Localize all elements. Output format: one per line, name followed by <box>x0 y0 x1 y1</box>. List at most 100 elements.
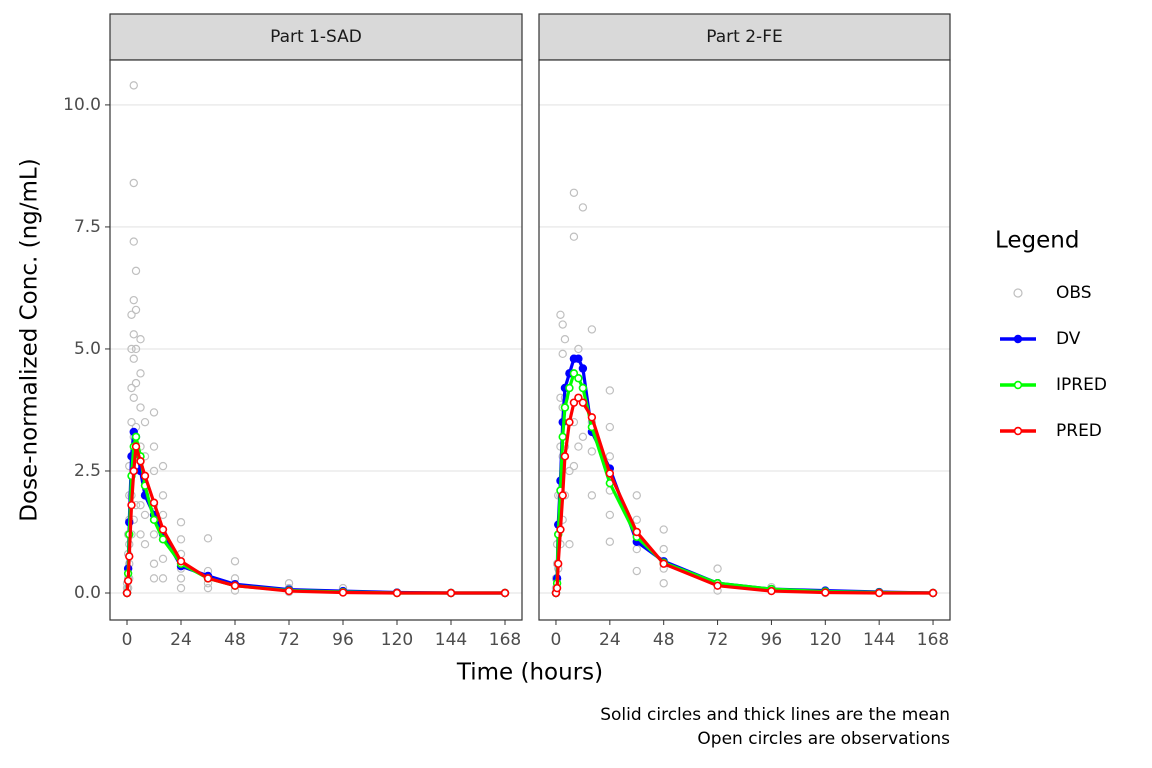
observation-point <box>565 466 574 476</box>
x-tick-label: 0 <box>551 630 562 650</box>
mean-point <box>578 398 588 407</box>
observation-point <box>149 466 159 476</box>
observation-point <box>230 557 240 566</box>
observation-point <box>605 452 615 461</box>
observation-point <box>136 334 145 344</box>
mean-point <box>632 527 641 537</box>
observation-point <box>203 534 213 543</box>
observation-point <box>129 295 138 305</box>
observation-point <box>129 237 138 246</box>
x-tick-label: 144 <box>435 630 467 650</box>
x-tick-label: 48 <box>224 630 246 650</box>
observation-point <box>158 554 168 564</box>
x-tick-label: 120 <box>809 630 841 650</box>
mean-point <box>574 374 583 383</box>
observation-point <box>587 447 597 456</box>
x-tick-label: 144 <box>863 630 895 650</box>
observation-point <box>129 354 138 363</box>
observation-point <box>129 330 138 339</box>
mean-point <box>574 393 583 402</box>
mean-point <box>122 588 132 598</box>
x-tick-label: 24 <box>599 630 621 650</box>
y-axis-title: Dose-normalized Conc. (ng/mL) <box>17 158 43 521</box>
mean-point <box>587 413 597 422</box>
mean-point <box>203 574 213 583</box>
y-tick-label: 5.0 <box>74 339 101 359</box>
observation-point <box>136 500 145 510</box>
mean-point <box>149 498 159 507</box>
y-tick-label: 0.0 <box>74 583 101 603</box>
x-tick-label: 72 <box>278 630 300 650</box>
strip <box>109 13 523 61</box>
observation-point <box>605 386 615 395</box>
observation-point <box>127 310 136 319</box>
mean-point <box>554 559 563 568</box>
panel-border <box>109 59 523 621</box>
mean-point <box>558 432 567 442</box>
observation-point <box>158 491 168 500</box>
caption: Solid circles and thick lines are the me… <box>600 705 950 725</box>
observation-point <box>129 81 138 90</box>
mean-point <box>558 491 567 500</box>
strip <box>538 13 951 61</box>
mean-point <box>131 442 141 451</box>
observation-point <box>140 417 150 427</box>
observation-point <box>127 344 136 354</box>
mean-point <box>556 525 565 534</box>
observation-point <box>659 544 668 554</box>
observation-point <box>556 310 565 319</box>
mean-point <box>565 417 574 427</box>
mean-point <box>578 364 588 373</box>
panel-border <box>538 59 951 621</box>
observation-point <box>176 518 186 527</box>
observation-point <box>129 393 138 402</box>
mean-point <box>605 469 615 478</box>
mean-point <box>230 581 240 590</box>
panel <box>539 60 950 620</box>
x-tick-label: 168 <box>489 630 521 650</box>
observation-point <box>565 539 574 549</box>
observation-point <box>136 369 145 378</box>
x-tick-label: 96 <box>761 630 783 650</box>
observation-point <box>129 178 138 188</box>
y-tick-label: 2.5 <box>74 461 101 481</box>
legend-key <box>1013 334 1023 344</box>
observation-point <box>131 266 141 276</box>
observation-point <box>158 574 168 583</box>
mean-point <box>129 466 138 476</box>
mean-point <box>176 557 186 566</box>
observation-point <box>578 203 588 212</box>
mean-point <box>565 383 574 393</box>
mean-point <box>446 588 456 598</box>
observation-point <box>574 442 583 451</box>
observation-point <box>176 535 186 544</box>
observation-point <box>176 583 186 593</box>
mean-point <box>659 559 668 568</box>
mean-line <box>125 444 505 595</box>
mean-point <box>569 369 579 378</box>
x-tick-label: 24 <box>170 630 192 650</box>
observation-point <box>149 442 159 451</box>
observation-point <box>632 515 641 524</box>
mean-point <box>158 535 168 544</box>
mean-point <box>874 588 884 598</box>
observation-point <box>632 491 641 500</box>
mean-point <box>125 552 134 561</box>
mean-point <box>713 581 722 590</box>
mean-point <box>574 354 583 363</box>
legend-key <box>1013 380 1023 390</box>
mean-point <box>569 398 579 407</box>
panel <box>110 60 522 620</box>
strip-label: Part 1-SAD <box>270 27 362 47</box>
observation-point <box>713 564 722 573</box>
x-tick-label: 120 <box>381 630 413 650</box>
observation-point <box>140 539 150 549</box>
x-axis-title: Time (hours) <box>456 660 603 686</box>
observation-point <box>569 188 579 197</box>
observation-point <box>605 510 615 520</box>
x-tick-label: 72 <box>707 630 729 650</box>
observation-point <box>158 461 168 471</box>
mean-point <box>928 588 938 598</box>
caption: Open circles are observations <box>697 729 950 749</box>
observation-point <box>558 349 567 359</box>
